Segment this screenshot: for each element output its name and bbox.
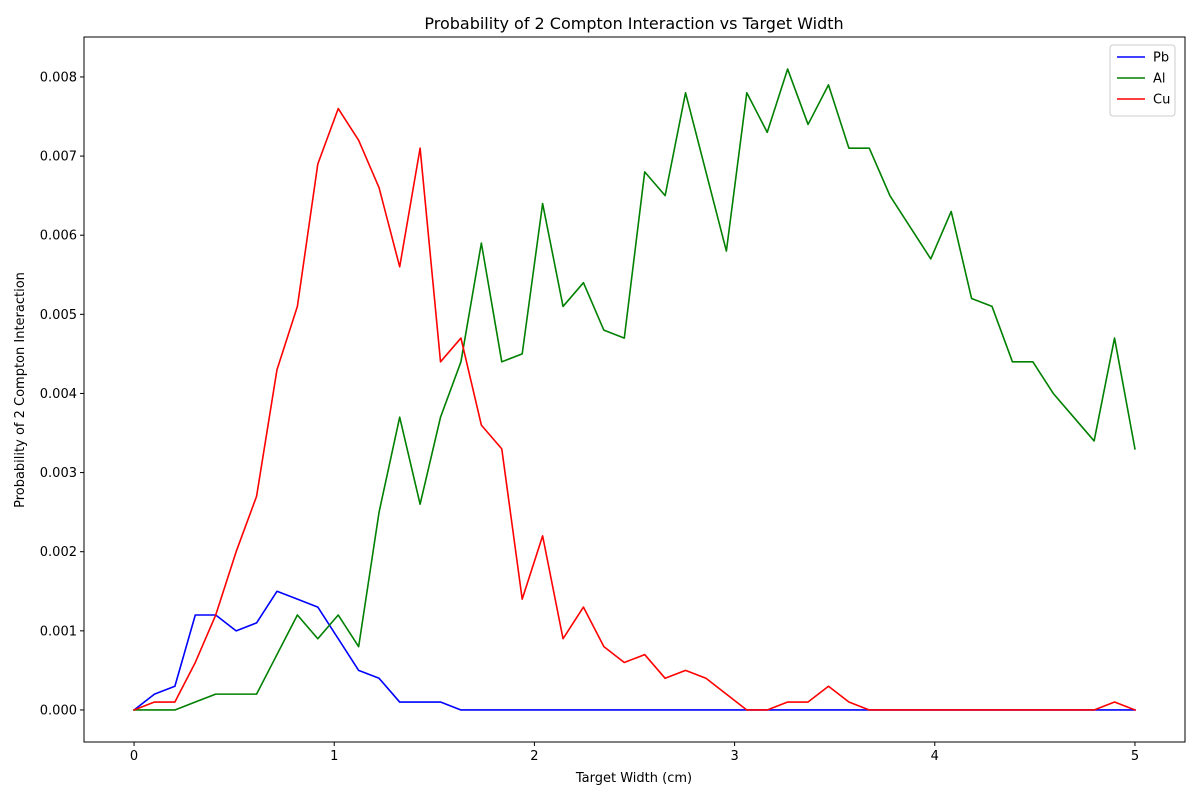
legend: Pb Al Cu xyxy=(1109,44,1176,117)
series-layer xyxy=(132,68,1136,712)
x-tick-label: 2 xyxy=(530,749,538,764)
y-tick-label: 0.000 xyxy=(40,703,77,718)
y-tick-label: 0.002 xyxy=(40,545,77,560)
chart-title: Probability of 2 Compton Interaction vs … xyxy=(424,14,843,33)
y-axis-label: Probability of 2 Compton Interaction xyxy=(13,272,28,508)
y-tick-label: 0.001 xyxy=(40,624,77,639)
y-tick-label: 0.006 xyxy=(40,229,77,244)
series-line-al xyxy=(133,68,1136,711)
x-tick-label: 1 xyxy=(330,749,338,764)
legend-label-pb: Pb xyxy=(1153,51,1169,66)
plot-frame xyxy=(83,36,1186,743)
x-tick-label: 0 xyxy=(130,749,138,764)
x-axis-label: Target Width (cm) xyxy=(575,771,692,786)
y-tick-label: 0.004 xyxy=(40,387,77,402)
y-tick-label: 0.007 xyxy=(40,150,77,165)
legend-label-cu: Cu xyxy=(1153,93,1170,108)
y-tick-label: 0.005 xyxy=(40,308,77,323)
x-tick-label: 5 xyxy=(1131,749,1139,764)
y-tick-label: 0.008 xyxy=(40,70,77,85)
x-tick-label: 4 xyxy=(931,749,939,764)
x-tick-label: 3 xyxy=(730,749,738,764)
y-tick-label: 0.003 xyxy=(40,466,77,481)
legend-label-al: Al xyxy=(1153,72,1166,87)
ticks-layer: 0 1 2 3 4 5 0.000 0.001 0.002 0.003 0.004 0.005 0.00… xyxy=(40,70,1139,764)
series-line-cu xyxy=(133,107,1136,711)
